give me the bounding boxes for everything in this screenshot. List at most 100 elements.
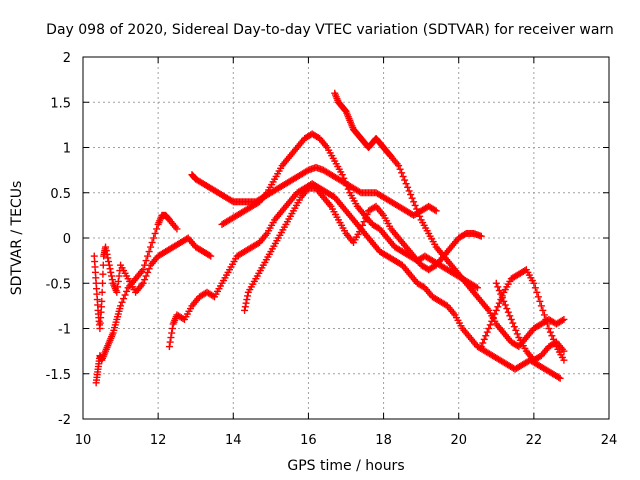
data-point — [113, 288, 121, 296]
data-point — [513, 330, 521, 338]
data-point — [482, 332, 490, 340]
data-point — [243, 296, 251, 304]
data-point — [504, 308, 512, 316]
data-point — [510, 323, 518, 331]
data-point — [173, 225, 181, 233]
data-point — [494, 303, 502, 311]
data-point — [166, 338, 174, 346]
data-point — [410, 198, 418, 206]
data-point — [395, 162, 403, 170]
data-point — [416, 212, 424, 220]
series-sat-i — [492, 279, 568, 364]
data-point — [405, 187, 413, 195]
data-point — [503, 305, 511, 313]
data-point — [480, 335, 488, 343]
data-point — [139, 266, 147, 274]
data-point — [489, 314, 497, 322]
series-sat-f — [218, 130, 481, 292]
data-point — [139, 279, 147, 287]
data-point — [241, 303, 249, 311]
data-point — [506, 312, 514, 320]
data-point — [488, 317, 496, 325]
series-sat-e — [241, 184, 485, 314]
data-point — [168, 325, 176, 332]
data-point — [560, 315, 568, 323]
data-point — [141, 276, 149, 284]
data-point — [105, 258, 113, 266]
data-point — [477, 343, 485, 351]
y-tick-label: 0 — [63, 232, 71, 247]
data-point — [534, 293, 542, 301]
data-point — [99, 270, 107, 278]
data-point — [402, 180, 410, 188]
data-point — [108, 276, 116, 284]
data-point — [242, 299, 250, 307]
data-point — [495, 299, 503, 307]
data-point — [114, 283, 122, 291]
data-point — [102, 243, 110, 251]
data-point — [142, 257, 150, 265]
y-tick-label: 1.5 — [50, 96, 71, 111]
data-point — [99, 261, 107, 269]
data-point — [486, 321, 494, 329]
data-point — [533, 288, 541, 296]
data-point — [558, 316, 566, 324]
x-tick-label: 10 — [75, 433, 92, 448]
data-point — [205, 251, 213, 259]
data-point — [118, 298, 126, 306]
data-point — [543, 320, 551, 328]
x-tick-label: 24 — [601, 433, 618, 448]
data-point — [507, 315, 515, 323]
y-tick-label: -1 — [58, 323, 71, 338]
data-point — [167, 334, 175, 342]
data-point — [144, 252, 152, 260]
data-point — [396, 165, 404, 173]
data-point — [343, 182, 351, 190]
y-tick-label: -2 — [58, 413, 71, 428]
data-point — [114, 277, 122, 285]
data-point — [407, 191, 415, 199]
data-point — [244, 292, 252, 300]
data-point — [99, 279, 107, 287]
data-point — [494, 283, 502, 291]
data-point — [472, 283, 480, 291]
data-point — [477, 232, 485, 240]
data-point — [479, 339, 487, 347]
y-tick-label: -1.5 — [46, 368, 71, 383]
data-point — [121, 291, 129, 299]
data-point — [165, 343, 173, 351]
x-axis-label: GPS time / hours — [287, 458, 404, 474]
data-point — [98, 288, 106, 296]
data-point — [103, 250, 111, 258]
data-point — [560, 356, 568, 364]
y-axis-label: SDTVAR / TECUs — [9, 181, 25, 296]
data-point — [536, 297, 544, 305]
data-point — [540, 311, 548, 319]
data-point — [399, 172, 407, 180]
x-tick-label: 12 — [150, 433, 167, 448]
y-tick-label: 1 — [63, 142, 71, 157]
data-point — [542, 315, 550, 323]
data-point — [491, 310, 499, 318]
data-point — [357, 225, 365, 233]
data-point — [120, 295, 128, 303]
data-point — [501, 301, 509, 309]
data-point — [497, 290, 505, 298]
data-point — [495, 286, 503, 294]
data-point — [404, 183, 412, 191]
data-point — [123, 287, 131, 295]
data-point — [344, 185, 352, 193]
chart-title: Day 098 of 2020, Sidereal Day-to-day VTE… — [46, 22, 614, 38]
data-point — [115, 272, 123, 280]
x-tick-label: 18 — [375, 433, 392, 448]
data-point — [102, 247, 110, 255]
data-point — [555, 373, 563, 381]
data-point — [117, 302, 125, 310]
data-point — [241, 306, 249, 314]
series-sat-b — [90, 234, 215, 332]
data-point — [168, 329, 176, 337]
data-point — [408, 194, 416, 202]
data-point — [556, 374, 564, 382]
data-point — [560, 347, 568, 355]
